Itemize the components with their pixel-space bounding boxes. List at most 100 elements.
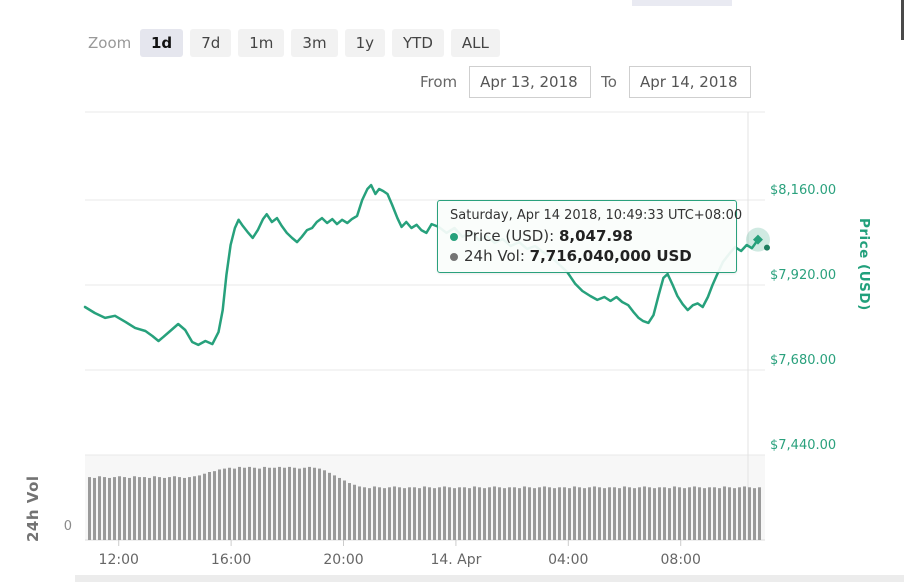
volume-bar	[283, 467, 286, 540]
volume-bar	[678, 487, 681, 540]
volume-bar	[173, 476, 176, 540]
volume-bar	[548, 487, 551, 540]
volume-bar	[513, 487, 516, 540]
from-date-input[interactable]	[469, 66, 592, 98]
from-label: From	[420, 73, 458, 91]
volume-bar	[688, 487, 691, 540]
tooltip-price-value: 8,047.98	[558, 227, 633, 245]
volume-bar	[208, 472, 211, 540]
volume-bar	[753, 488, 756, 540]
zoom-button-1y[interactable]: 1y	[344, 29, 385, 57]
volume-bar	[268, 467, 271, 540]
x-axis-tick-label: 12:00	[98, 552, 139, 568]
volume-bar	[303, 467, 306, 540]
volume-bar	[348, 483, 351, 540]
volume-bar	[168, 477, 171, 540]
volume-bar	[613, 487, 616, 540]
volume-bar	[273, 467, 276, 540]
tooltip-price-label: Price (USD)	[464, 227, 550, 245]
volume-bar	[453, 488, 456, 540]
volume-bar	[698, 487, 701, 540]
volume-bar	[133, 476, 136, 540]
volume-bar	[183, 477, 186, 540]
volume-bar	[163, 477, 166, 540]
zoom-button-group: 1d 7d 1m 3m 1y YTD ALL	[140, 29, 500, 57]
volume-bar	[228, 467, 231, 540]
volume-bar	[493, 486, 496, 540]
volume-bar	[103, 477, 106, 540]
zoom-button-1d[interactable]: 1d	[140, 29, 184, 57]
volume-bar	[578, 487, 581, 540]
volume-bar	[188, 477, 191, 540]
volume-bar	[748, 487, 751, 540]
volume-bar	[138, 477, 141, 540]
to-date-input[interactable]	[628, 66, 751, 98]
volume-bar	[198, 475, 201, 540]
volume-bar	[373, 486, 376, 540]
hover-marker-dot-icon	[763, 244, 770, 251]
volume-bar	[93, 477, 96, 540]
volume-bar	[248, 466, 251, 540]
volume-bar	[588, 487, 591, 540]
volume-bar	[363, 487, 366, 540]
x-axis-tick-label: 16:00	[210, 552, 252, 568]
volume-bar	[598, 487, 601, 540]
zoom-button-7d[interactable]: 7d	[190, 29, 232, 57]
volume-bar	[558, 487, 561, 540]
volume-bar	[498, 487, 501, 540]
volume-bar	[353, 484, 356, 540]
volume-bar	[648, 487, 651, 540]
volume-bar	[398, 487, 401, 540]
volume-bar	[293, 467, 296, 540]
volume-bar	[643, 486, 646, 540]
volume-bar	[593, 486, 596, 540]
tooltip-volume-row: 24h Vol: 7,716,040,000 USD	[450, 246, 724, 266]
hover-marker-diamond-icon	[752, 234, 763, 245]
volume-bar	[618, 488, 621, 540]
volume-bar	[328, 472, 331, 540]
volume-bar	[718, 488, 721, 540]
volume-bar	[728, 487, 731, 540]
tooltip-volume-value: 7,716,040,000 USD	[529, 247, 692, 265]
volume-bar	[693, 486, 696, 540]
volume-bar	[428, 487, 431, 540]
right-edge-strip	[901, 0, 904, 40]
volume-bar	[538, 487, 541, 540]
zoom-button-ytd[interactable]: YTD	[392, 29, 444, 57]
volume-bar	[288, 466, 291, 540]
volume-bar	[568, 488, 571, 540]
zoom-button-1m[interactable]: 1m	[238, 29, 285, 57]
volume-bar	[378, 487, 381, 540]
volume-bar	[553, 488, 556, 540]
volume-bar	[318, 468, 321, 540]
volume-bar	[393, 486, 396, 540]
volume-bar	[463, 487, 466, 540]
chart-tooltip: Saturday, Apr 14 2018, 10:49:33 UTC+08:0…	[437, 200, 743, 273]
volume-bar	[308, 466, 311, 540]
volume-bar	[193, 476, 196, 540]
volume-bar	[623, 486, 626, 540]
volume-bar	[703, 488, 706, 540]
volume-bar	[113, 477, 116, 540]
tooltip-datetime: Saturday, Apr 14 2018, 10:49:33 UTC+08:0…	[450, 208, 743, 223]
volume-bar	[488, 487, 491, 540]
volume-bar	[603, 488, 606, 540]
tooltip-volume-label: 24h Vol	[464, 247, 520, 265]
tooltip-price-row: Price (USD): 8,047.98	[450, 226, 724, 246]
volume-bar	[143, 477, 146, 540]
volume-bar	[218, 469, 221, 540]
y-axis-tick-label: $7,440.00	[770, 438, 837, 453]
volume-bar	[473, 486, 476, 540]
zoom-button-all[interactable]: ALL	[450, 29, 500, 57]
volume-bar	[313, 467, 316, 540]
x-axis-tick-label: 14. Apr	[430, 552, 482, 568]
volume-bar	[418, 488, 421, 540]
volume-bar	[118, 476, 121, 540]
volume-bar	[673, 486, 676, 540]
volume-bar	[213, 471, 216, 540]
zoom-button-3m[interactable]: 3m	[291, 29, 338, 57]
volume-bar	[158, 477, 161, 540]
volume-bar	[253, 467, 256, 540]
